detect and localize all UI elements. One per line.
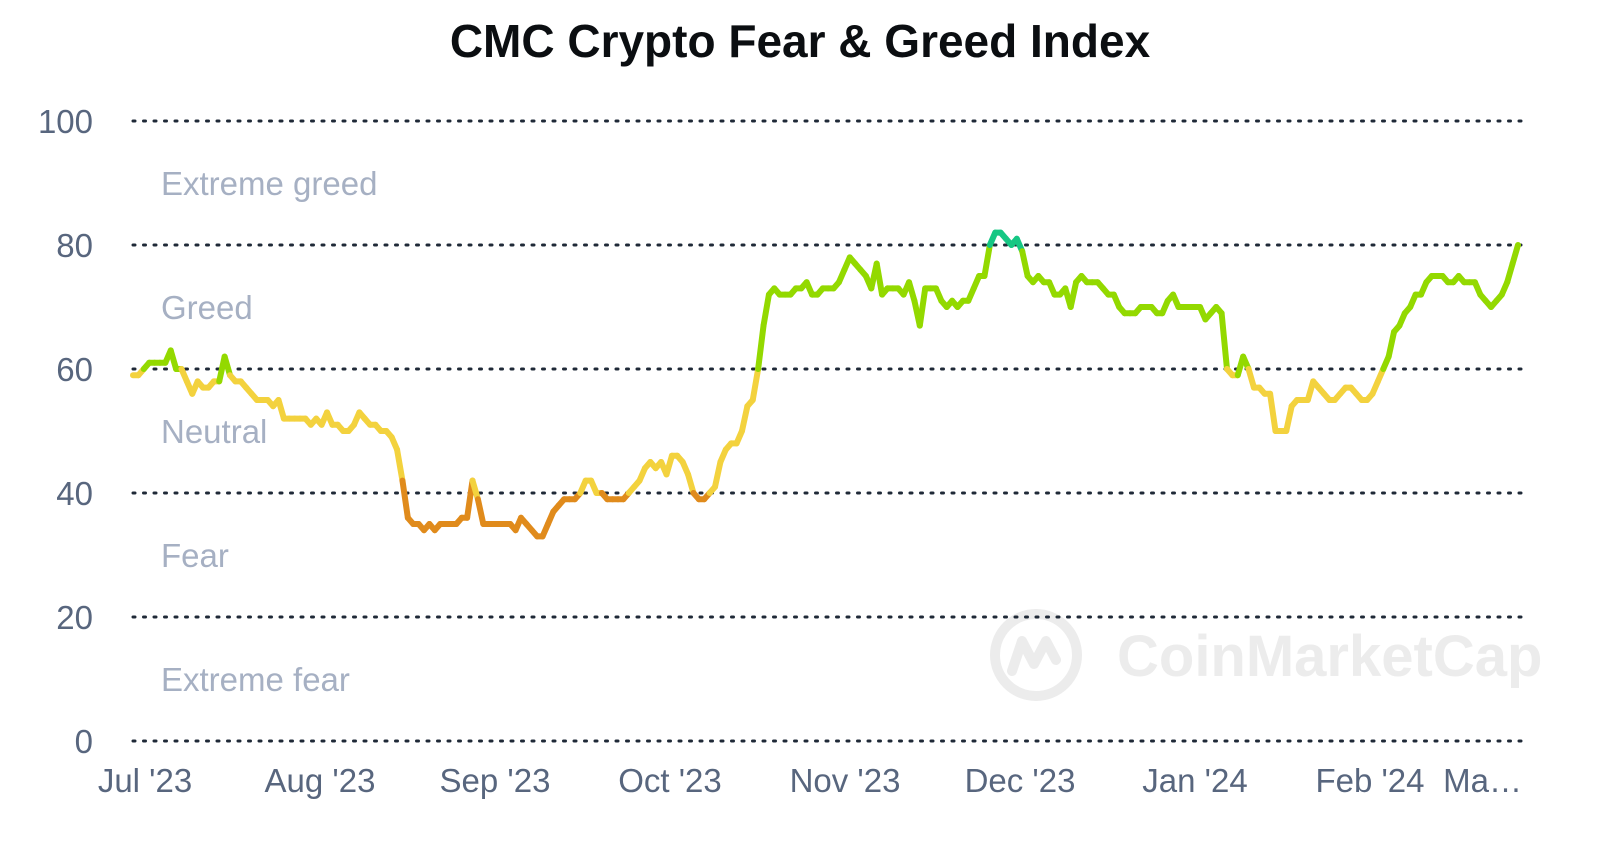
band-label: Greed (161, 289, 253, 326)
series-segment (663, 452, 675, 478)
series-segment (749, 366, 762, 403)
y-tick-label: 60 (56, 351, 93, 388)
watermark-text: CoinMarketCap (1117, 624, 1542, 689)
x-tick-label: Sep '23 (440, 762, 551, 799)
grid-lines (131, 119, 1524, 743)
series-segment (1283, 403, 1295, 434)
series-segment (1385, 328, 1398, 360)
y-axis-ticks: 100 80 60 40 20 0 (38, 103, 93, 760)
band-label: Extreme greed (161, 165, 377, 202)
series-segment (981, 242, 993, 279)
x-tick-label: Oct '23 (618, 762, 722, 799)
x-tick-label: Jan '24 (1142, 762, 1247, 799)
band-label: Neutral (161, 413, 267, 450)
series-segment (1067, 279, 1080, 310)
x-tick-label: Nov '23 (790, 762, 901, 799)
series-segment (1218, 310, 1230, 372)
series-segment (916, 285, 929, 329)
chart-title: CMC Crypto Fear & Greed Index (450, 15, 1151, 67)
series-segment (167, 347, 180, 372)
series-segment (712, 459, 724, 490)
sentiment-band-labels: Extreme greed Greed Neutral Fear Extreme fea… (161, 165, 377, 698)
series-segment (1245, 366, 1257, 391)
series-segment (760, 291, 772, 329)
series-segment (755, 322, 767, 372)
coinmarketcap-watermark: CoinMarketCap (990, 609, 1542, 701)
series-segment (873, 260, 886, 298)
series-segment (221, 353, 234, 379)
x-axis-ticks: Jul '23 Aug '23 Sep '23 Oct '23 Nov '23 Dec '… (98, 762, 1522, 799)
y-tick-label: 40 (56, 475, 93, 512)
x-tick-label: Feb '24 (1315, 762, 1424, 799)
index-series-line (130, 229, 1521, 540)
series-segment (906, 279, 918, 304)
y-tick-label: 100 (38, 103, 93, 140)
series-segment (1267, 390, 1279, 434)
coinmarketcap-logo-icon (990, 609, 1082, 701)
series-segment (738, 403, 751, 434)
series-segment (275, 397, 287, 422)
x-tick-label: Aug '23 (265, 762, 376, 799)
series-segment (399, 477, 411, 521)
x-tick-label: Dec '23 (965, 762, 1076, 799)
band-label: Extreme fear (161, 661, 350, 698)
x-tick-label: Jul '23 (98, 762, 192, 799)
series-segment (1509, 242, 1521, 267)
series-segment (1504, 260, 1516, 286)
series-segment (1019, 248, 1031, 279)
y-tick-label: 80 (56, 227, 93, 264)
series-segment (394, 446, 406, 484)
x-tick-label: Ma… (1443, 762, 1522, 799)
series-segment (474, 496, 487, 527)
series-segment (469, 477, 481, 503)
y-tick-label: 20 (56, 599, 93, 636)
band-label: Fear (161, 537, 229, 574)
series-segment (685, 471, 697, 496)
y-tick-label: 0 (75, 723, 93, 760)
